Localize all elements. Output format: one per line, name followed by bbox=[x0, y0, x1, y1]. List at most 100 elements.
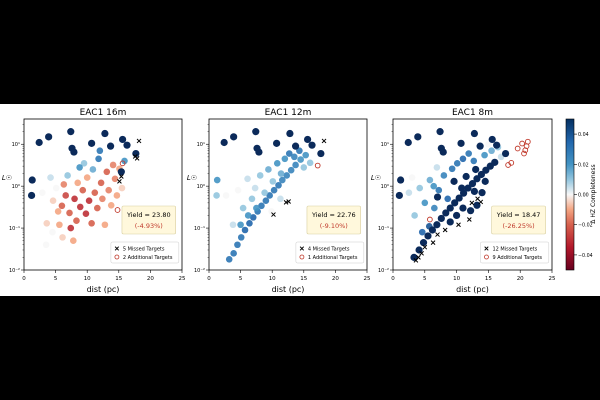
data-point bbox=[430, 182, 438, 190]
x-tick-label: 10 bbox=[269, 276, 276, 282]
colorbar: 0.04 0.02 0.00 −0.02 −0.04 Δ HZ Completeness bbox=[565, 118, 597, 271]
data-point bbox=[237, 221, 244, 229]
data-point bbox=[464, 184, 472, 192]
additional-target-marker bbox=[505, 162, 511, 168]
data-point bbox=[59, 234, 66, 241]
data-point bbox=[95, 155, 102, 163]
data-point bbox=[453, 160, 461, 167]
data-point bbox=[477, 170, 486, 179]
legend-additional-label: 1 Additional Targets bbox=[308, 255, 358, 261]
data-point bbox=[458, 184, 466, 192]
data-point bbox=[88, 139, 96, 147]
data-point bbox=[252, 128, 260, 136]
additional-target-marker bbox=[521, 150, 527, 157]
yield-box bbox=[306, 205, 361, 235]
data-point bbox=[28, 176, 36, 184]
yield-change: (-9.10%) bbox=[320, 222, 348, 230]
data-point bbox=[431, 204, 438, 212]
data-point bbox=[451, 199, 459, 207]
legend-additional-marker bbox=[299, 254, 305, 260]
data-point bbox=[88, 220, 95, 227]
x-tick-label: 25 bbox=[549, 276, 556, 282]
data-point bbox=[220, 138, 228, 147]
x-tick-label: 15 bbox=[300, 276, 307, 282]
missed-target-marker bbox=[442, 227, 448, 233]
missed-target-marker bbox=[419, 250, 424, 256]
colorbar-tick-label: 0.04 bbox=[578, 132, 589, 138]
data-point bbox=[52, 184, 60, 192]
data-point bbox=[470, 187, 479, 195]
data-point bbox=[286, 129, 294, 138]
yield-value: Yield = 23.80 bbox=[126, 211, 171, 219]
missed-target-marker bbox=[469, 200, 475, 206]
data-point bbox=[415, 246, 423, 254]
legend-missed-label: 5 Missed Targets bbox=[123, 247, 165, 253]
missed-target-marker bbox=[416, 255, 421, 260]
x-axis-label: dist (pc) bbox=[87, 285, 120, 294]
missed-target-markers bbox=[413, 196, 484, 263]
data-point bbox=[303, 135, 312, 144]
legend-missed-marker bbox=[299, 246, 305, 251]
data-point bbox=[234, 241, 241, 249]
legend-additional-label: 9 Additional Targets bbox=[492, 255, 542, 261]
data-point bbox=[71, 195, 78, 203]
legend-missed-marker bbox=[484, 246, 489, 251]
panel-3: EAC1 8m 0 5 10 15 20 25 dist (pc) 10⁻² 10⁻¹ 10⁰ 10¹… bbox=[371, 108, 556, 294]
legend-additional-marker bbox=[114, 254, 120, 260]
x-tick-label: 0 bbox=[22, 276, 26, 282]
data-point bbox=[270, 186, 278, 194]
panel-title: EAC1 16m bbox=[80, 108, 127, 118]
x-tick-label: 15 bbox=[485, 276, 492, 282]
data-point bbox=[448, 165, 456, 173]
data-point bbox=[405, 189, 413, 196]
data-point bbox=[67, 128, 75, 136]
data-point bbox=[83, 174, 91, 181]
data-point bbox=[273, 160, 281, 167]
data-point bbox=[459, 204, 467, 212]
data-point bbox=[277, 170, 285, 177]
data-point bbox=[450, 177, 458, 185]
data-point bbox=[302, 151, 309, 159]
yield-change: (-26.25%) bbox=[503, 222, 535, 230]
colorbar-tick-label: −0.04 bbox=[578, 253, 593, 259]
additional-target-markers bbox=[427, 138, 531, 223]
missed-target-marker bbox=[430, 240, 436, 245]
data-point bbox=[121, 157, 128, 165]
data-point bbox=[418, 228, 426, 236]
additional-target-marker bbox=[314, 162, 321, 169]
colorbar-gradient bbox=[565, 118, 575, 271]
x-tick-label: 15 bbox=[115, 276, 122, 282]
data-point bbox=[222, 192, 230, 199]
data-point bbox=[297, 156, 304, 163]
data-point bbox=[111, 175, 119, 183]
data-point bbox=[457, 139, 465, 147]
legend-box bbox=[295, 241, 365, 264]
data-point bbox=[426, 176, 434, 184]
data-point bbox=[453, 211, 461, 220]
data-point bbox=[269, 178, 277, 185]
data-point bbox=[76, 203, 84, 211]
data-point bbox=[35, 138, 43, 147]
data-point bbox=[255, 148, 263, 156]
y-tick-label: 10¹ bbox=[381, 142, 389, 148]
data-point bbox=[97, 179, 105, 187]
data-point bbox=[408, 174, 416, 181]
x-tick-label: 20 bbox=[147, 276, 154, 282]
data-point bbox=[279, 176, 286, 184]
additional-target-marker bbox=[427, 216, 433, 223]
data-point bbox=[468, 180, 477, 188]
data-point bbox=[101, 221, 109, 229]
data-point bbox=[82, 210, 90, 218]
data-point bbox=[306, 159, 314, 167]
data-point bbox=[285, 150, 293, 157]
data-point bbox=[248, 195, 256, 203]
data-point bbox=[428, 226, 437, 234]
data-point bbox=[118, 184, 126, 192]
missed-target-marker bbox=[456, 222, 461, 228]
data-point bbox=[308, 141, 316, 149]
colorbar-tick-label: 0.02 bbox=[578, 162, 589, 168]
panel-2: EAC1 12m 0 5 10 15 20 25 dist (pc) 10⁻² 10⁻¹ 10⁰ 10… bbox=[187, 108, 371, 294]
data-point bbox=[107, 201, 115, 209]
x-tick-label: 0 bbox=[391, 276, 395, 282]
missed-target-marker bbox=[271, 212, 276, 217]
